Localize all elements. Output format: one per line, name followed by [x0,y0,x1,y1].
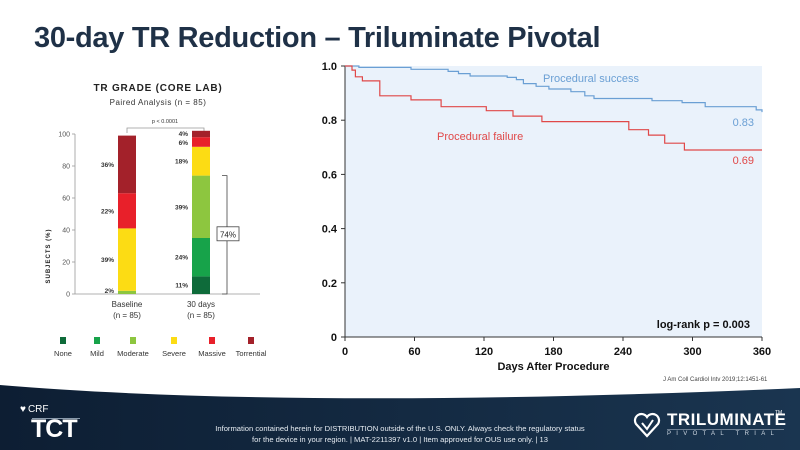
bar-segment-severe [118,228,136,291]
bar-value-label: 11% [175,283,188,290]
end-value-success: 0.83 [733,117,754,129]
plot-background [345,66,762,337]
tr-grade-stacked-bar-chart: TR GRADE (CORE LAB) Paired Analysis (n =… [46,83,267,358]
pivotal-trial-subtitle: PIVOTAL TRIAL [667,431,780,437]
km-x-tick-label: 60 [408,346,420,358]
crf-logo: ♥ CRF [20,404,49,415]
km-axes: 0 0.2 0.4 0.6 0.8 1.0 0 60 120 180 240 300 360 [322,61,771,358]
bar-segment-massive [192,137,210,147]
triluminate-brand: TRILUMINATE [667,410,787,429]
km-lines [345,65,763,151]
km-y-tick-label: 0 [331,332,337,344]
km-y-tick-label: 1.0 [322,61,337,73]
km-x-tick-label: 300 [683,346,701,358]
legend-swatch-mild [94,337,100,344]
logo-divider [32,418,80,419]
bar-segment-moderate [118,290,136,294]
km-x-tick-label: 120 [475,346,493,358]
kaplan-meier-chart: 0 0.2 0.4 0.6 0.8 1.0 0 60 120 180 240 300 360 Proce… [322,61,771,373]
bar-value-label: 36% [101,162,114,169]
p-value-bracket: p < 0.0001 [126,119,205,133]
bar-value-label: 4% [179,131,189,138]
km-y-tick-label: 0.6 [322,169,337,181]
bar-category-label: 30 days [187,300,215,309]
citation: J Am Coll Cardiol Intv 2019;12:1451-61 [663,377,768,383]
legend-swatch-none [60,337,66,344]
bar-category-label: Baseline [112,300,143,309]
bar-segment-moderate [192,175,210,238]
improvement-bracket: 74% [216,175,240,295]
bar-value-label: 6% [179,140,189,147]
km-y-tick-label: 0.4 [322,224,338,236]
y-tick-label: 80 [62,164,70,171]
legend-swatch-severe [171,337,177,344]
legend-label-mild: Mild [90,349,104,358]
disclaimer-line-1: Information contained herein for DISTRIB… [215,424,585,433]
bracket-label-box [216,226,240,242]
bar-value-label: 39% [101,257,114,264]
bar-value-label: 24% [175,255,188,262]
footer-band [0,385,800,450]
y-tick-label: 20 [62,260,70,267]
bar-segment-mild [192,238,210,277]
triluminate-heart-icon [633,412,661,438]
bar-category-sublabel: (n = 85) [187,311,215,320]
bar-x-labels: Baseline (n = 85) 30 days (n = 85) [112,300,216,320]
legend-label-massive: Massive [198,349,226,358]
y-tick-label: 40 [62,228,70,235]
bar-chart-title: TR GRADE (CORE LAB) [93,83,222,94]
bar-chart-axes: 0 20 40 60 80 100 [58,132,260,299]
km-line-failure [345,65,762,151]
p-value-label: p < 0.0001 [152,119,178,125]
y-axis-label: SUBJECTS (%) [46,228,52,283]
bar-value-label: 22% [101,208,114,215]
bar-value-label: 39% [175,204,188,211]
km-y-tick-label: 0.8 [322,115,337,127]
legend-label-severe: Severe [162,349,186,358]
brand-divider [667,429,784,430]
x-axis-label: Days After Procedure [497,361,609,373]
bar-segment-massive [118,193,136,229]
legend-swatch-massive [209,337,215,344]
y-tick-label: 60 [62,196,70,203]
trademark-mark: TM [775,410,783,416]
legend-swatch-torrential [248,337,254,344]
km-y-tick-label: 0.2 [322,278,337,290]
series-label-success: Procedural success [543,73,639,85]
footer-disclaimer: Information contained herein for DISTRIB… [190,423,610,445]
km-x-tick-label: 240 [614,346,632,358]
bar-segment-severe [192,146,210,176]
bar-segment-torrential [118,135,136,194]
km-x-tick-label: 360 [753,346,771,358]
bar-stacks: 2% 39% 22% 36% 11% 24% 39% 18% 6% 4% [101,130,210,295]
bar-category-sublabel: (n = 85) [113,311,141,320]
bar-segment-none [192,276,210,294]
heart-icon: ♥ [20,404,26,415]
y-tick-label: 100 [58,132,70,139]
disclaimer-line-2: for the device in your region. | MAT-221… [252,435,548,444]
tct-logo: TCT [31,415,78,443]
bar-legend: None Mild Moderate Severe Massive Torrential [54,337,267,358]
slide-title: 30-day TR Reduction – Triluminate Pivota… [34,22,601,54]
end-value-failure: 0.69 [733,155,754,167]
legend-label-none: None [54,349,72,358]
bar-value-label: 2% [105,288,115,295]
bar-chart-subtitle: Paired Analysis (n = 85) [110,98,207,107]
legend-swatch-moderate [130,337,136,344]
km-line-success [345,65,763,113]
bar-segment-torrential [192,130,210,138]
series-label-failure: Procedural failure [437,131,523,143]
y-tick-label: 0 [66,292,70,299]
bar-value-label: 18% [175,159,188,166]
km-x-tick-label: 180 [544,346,562,358]
km-x-tick-label: 0 [342,346,348,358]
bracket-label: 74% [220,230,236,239]
legend-label-torrential: Torrential [236,349,267,358]
legend-label-moderate: Moderate [117,349,149,358]
crf-label: CRF [27,404,49,415]
log-rank-annotation: log-rank p = 0.003 [657,319,750,331]
